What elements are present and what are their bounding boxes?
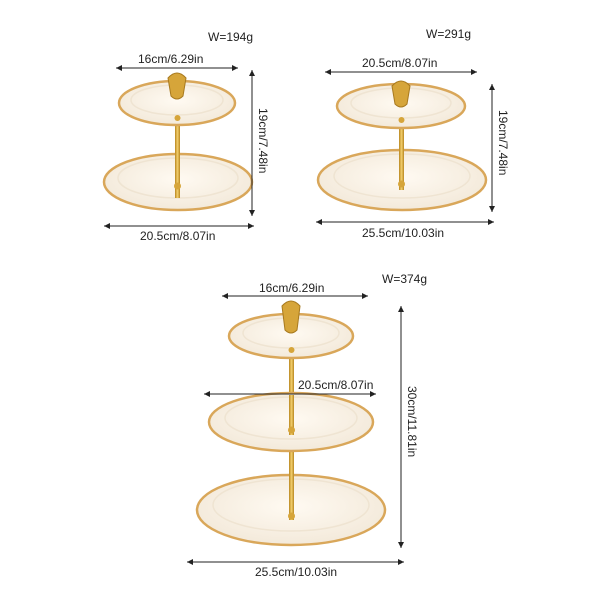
weight-label: W=374g: [382, 272, 428, 286]
weight-label: W=194g: [208, 30, 254, 44]
weight-label: W=291g: [426, 27, 472, 41]
gold-pole: [175, 95, 180, 198]
height-label: 19cm/7.48in: [496, 110, 510, 176]
top-width-label: 20.5cm/8.07in: [362, 56, 438, 70]
cake-stand-2tier-small: [102, 72, 254, 212]
top-width-label: 16cm/6.29in: [259, 281, 325, 295]
bottom-width-label: 25.5cm/10.03in: [255, 565, 338, 579]
cake-stand-2tier-large: [316, 80, 488, 212]
gold-finial: [167, 72, 187, 100]
middle-width-label: 20.5cm/8.07in: [298, 378, 374, 392]
gold-finial: [281, 300, 301, 334]
top-width-label: 16cm/6.29in: [138, 52, 204, 66]
bottom-width-label: 20.5cm/8.07in: [140, 229, 216, 243]
height-label: 30cm/11.81in: [405, 386, 419, 458]
bottom-width-label: 25.5cm/10.03in: [362, 226, 445, 240]
cake-stand-3tier: [195, 300, 387, 547]
height-label: 19cm/7.48in: [256, 108, 270, 174]
gold-finial: [391, 80, 411, 108]
